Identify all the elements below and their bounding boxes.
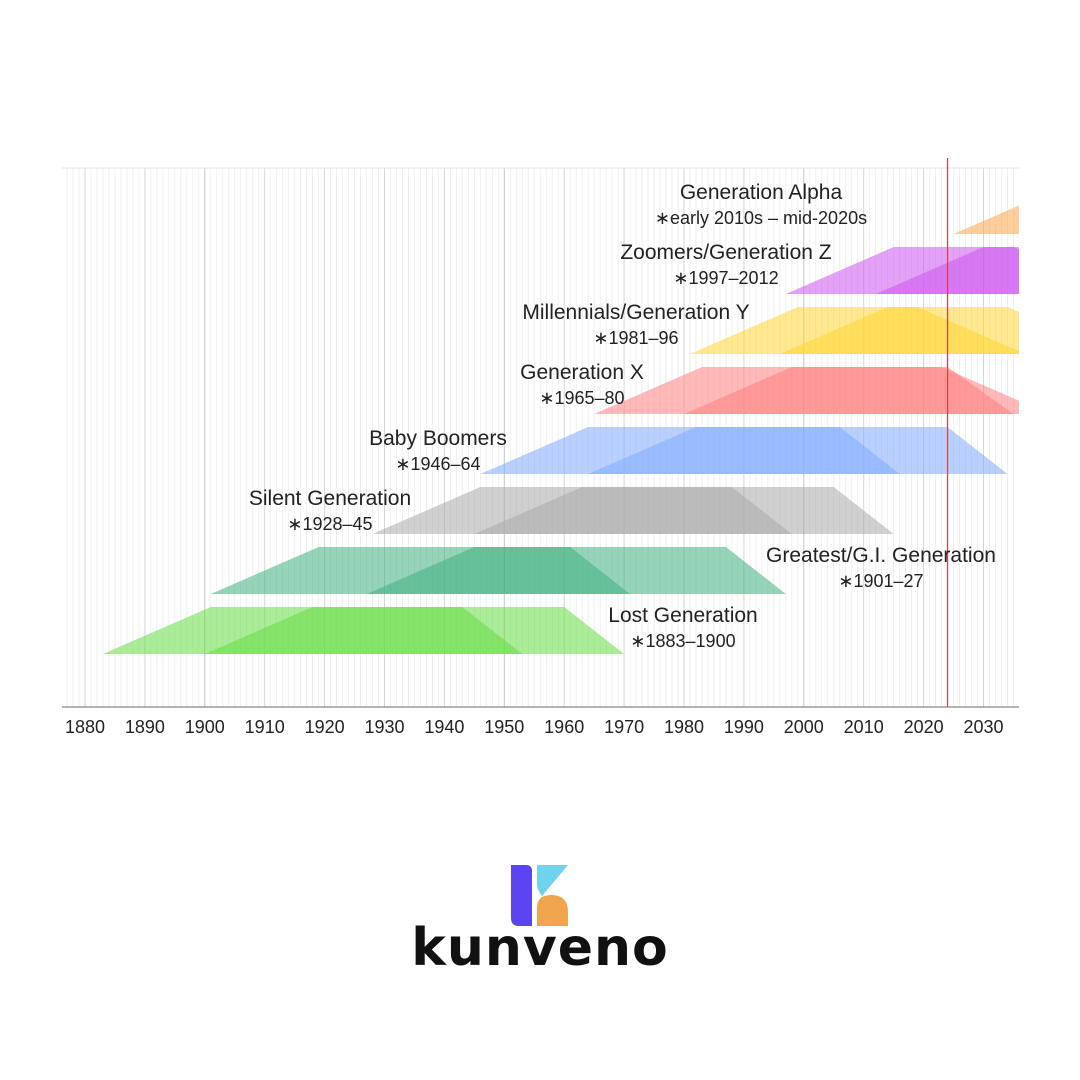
generation-band-inner (684, 367, 1014, 414)
x-tick-label: 1950 (484, 717, 524, 737)
generation-band-inner (588, 427, 900, 474)
x-axis-ticks: 1880 1890 1900 1910 1920 1930 1940 1950 1960 1970… (65, 717, 1004, 737)
x-tick-label: 2030 (963, 717, 1003, 737)
generation-band-inner (204, 607, 523, 654)
generation-band-inner (1025, 187, 1080, 234)
x-tick-label: 2010 (844, 717, 884, 737)
x-tick-label: 1930 (364, 717, 404, 737)
generation-years-label: ∗1946–64 (395, 454, 480, 474)
generation-name-label: Zoomers/Generation Z (620, 241, 831, 264)
x-tick-label: 1880 (65, 717, 105, 737)
generation-band-8 (102, 607, 625, 654)
generation-name-label: Lost Generation (608, 604, 757, 627)
x-tick-label: 1900 (185, 717, 225, 737)
x-tick-label: 1970 (604, 717, 644, 737)
generation-band-4 (594, 367, 1019, 414)
kunveno-logo-icon (511, 865, 568, 926)
generation-band-7 (210, 547, 786, 594)
x-tick-label: 2020 (904, 717, 944, 737)
generation-name-label: Greatest/G.I. Generation (766, 544, 996, 567)
x-tick-label: 2000 (784, 717, 824, 737)
generation-band-5 (480, 427, 1008, 474)
generation-name-label: Generation X (520, 361, 644, 384)
brand-wordmark: kunveno (411, 918, 669, 978)
generation-years-label: ∗1928–45 (287, 514, 372, 534)
generation-labels: Generation Alpha ∗early 2010s – mid-2020s… (249, 181, 996, 651)
generation-band-1 (953, 187, 1080, 234)
x-tick-label: 1960 (544, 717, 584, 737)
generations-timeline-chart: 1880 1890 1900 1910 1920 1930 1940 1950 1960 1970… (62, 158, 1080, 737)
generation-name-label: Baby Boomers (369, 427, 507, 450)
generation-name-label: Silent Generation (249, 487, 411, 510)
generation-name-label: Millennials/Generation Y (522, 301, 749, 324)
generation-band-outer (953, 205, 1019, 234)
generation-years-label: ∗1997–2012 (673, 268, 778, 288)
x-tick-label: 1890 (125, 717, 165, 737)
generation-band-6 (372, 487, 894, 534)
generation-band-3 (689, 307, 1019, 354)
generation-band-inner (366, 547, 631, 594)
generation-bands (102, 187, 1080, 654)
x-tick-label: 1990 (724, 717, 764, 737)
generation-band-inner (779, 307, 1019, 354)
x-tick-label: 1910 (245, 717, 285, 737)
generation-years-label: ∗1883–1900 (630, 631, 735, 651)
x-tick-label: 1940 (424, 717, 464, 737)
x-tick-label: 1920 (305, 717, 345, 737)
generation-years-label: ∗1965–80 (539, 388, 624, 408)
x-tick-label: 1980 (664, 717, 704, 737)
generation-years-label: ∗early 2010s – mid-2020s (655, 208, 867, 228)
generation-name-label: Generation Alpha (680, 181, 843, 204)
generation-band-inner (474, 487, 792, 534)
generation-years-label: ∗1901–27 (838, 571, 923, 591)
generation-years-label: ∗1981–96 (593, 328, 678, 348)
